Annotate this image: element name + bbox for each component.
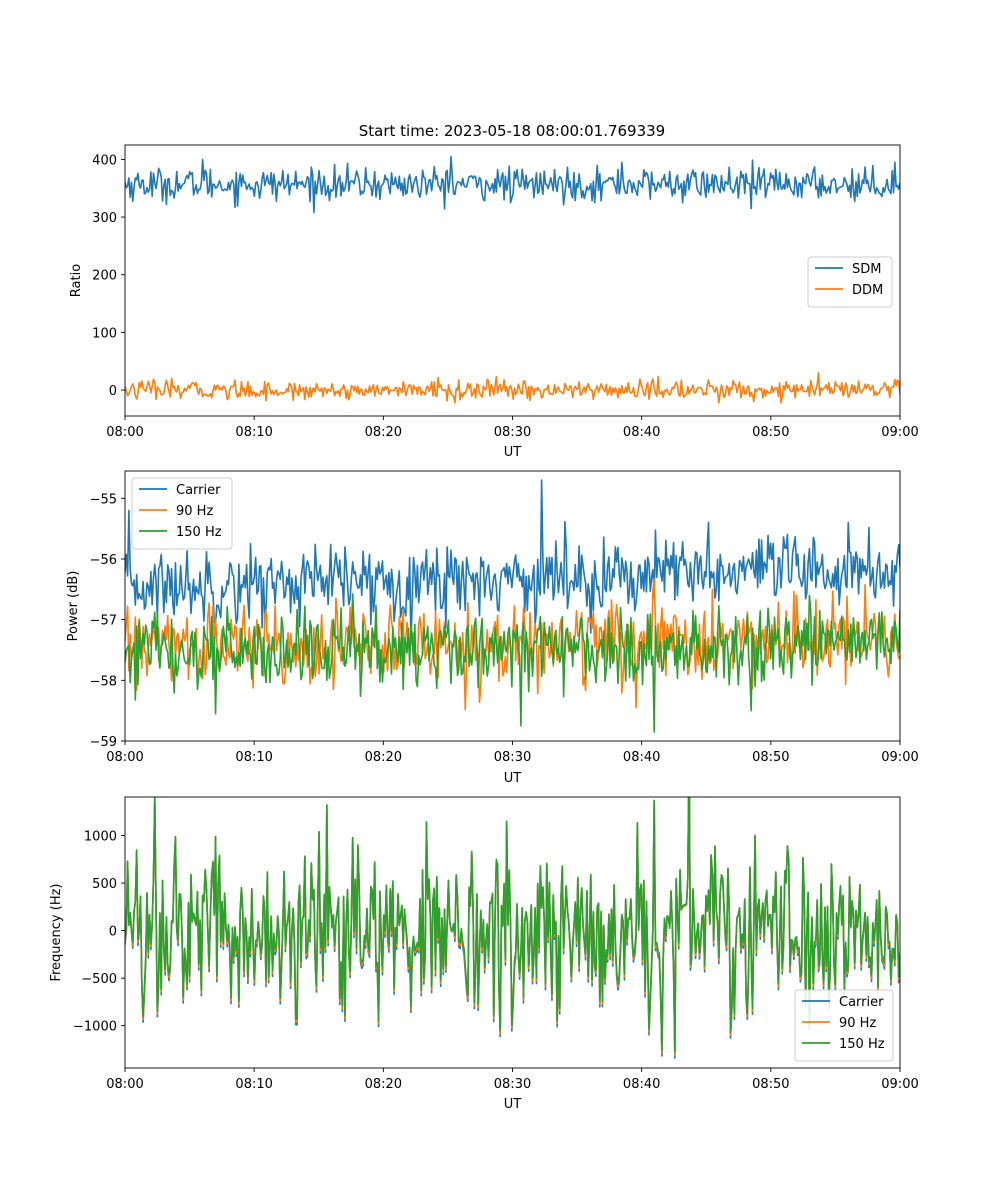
y-tick-label: 0	[109, 384, 117, 399]
x-axis-label: UT	[504, 445, 522, 460]
x-tick-label: 08:20	[365, 425, 402, 440]
x-tick-label: 08:50	[752, 750, 789, 765]
x-tick-label: 08:30	[494, 425, 531, 440]
y-tick-label: 400	[92, 153, 117, 168]
y-axis-label: Ratio	[69, 264, 84, 297]
y-tick-label: 100	[92, 326, 117, 341]
series-line-sdm	[125, 155, 900, 214]
axes-frame	[124, 470, 901, 742]
x-tick-label: 08:40	[623, 750, 660, 765]
frequency-panel: 08:00 08:10 08:20 08:30 08:40 08:50 09:00 −1000…	[49, 796, 919, 1112]
x-tick-label: 08:40	[623, 425, 660, 440]
plot-lines	[125, 479, 900, 733]
y-tick-label: −55	[90, 492, 117, 507]
x-tick-label: 09:00	[881, 750, 918, 765]
series-line-carrier	[125, 479, 900, 646]
legend-label: DDM	[852, 283, 883, 298]
x-tick-label: 08:00	[106, 425, 143, 440]
legend-box	[807, 256, 893, 308]
legend-label: SDM	[852, 262, 881, 277]
y-tick-label: −59	[90, 735, 117, 750]
legend: Carrier 90 Hz 150 Hz	[794, 989, 894, 1062]
y-axis-label: Power (dB)	[66, 571, 81, 642]
x-tick-label: 08:20	[365, 750, 402, 765]
y-tick-label: −58	[90, 674, 117, 689]
x-tick-label: 09:00	[881, 425, 918, 440]
x-tick-label: 08:50	[752, 1077, 789, 1092]
power-panel: 08:00 08:10 08:20 08:30 08:40 08:50 09:00 −59 −5…	[66, 470, 919, 786]
legend: Carrier 90 Hz 150 Hz	[131, 477, 233, 550]
legend-label: 90 Hz	[176, 504, 213, 519]
ratio-panel: 08:00 08:10 08:20 08:30 08:40 08:50 09:00 0 100 2…	[69, 144, 919, 460]
x-axis-label: UT	[504, 1097, 522, 1112]
x-tick-label: 08:10	[235, 750, 272, 765]
y-tick-label: 1000	[84, 830, 117, 845]
x-tick-label: 08:20	[365, 1077, 402, 1092]
legend: SDM DDM	[807, 256, 893, 308]
y-tick-label: −56	[90, 553, 117, 568]
y-tick-label: 300	[92, 211, 117, 226]
y-tick-label: 0	[109, 925, 117, 940]
legend-label: Carrier	[839, 995, 884, 1010]
x-tick-label: 08:50	[752, 425, 789, 440]
y-axis-label: Frequency (Hz)	[49, 883, 64, 981]
series-line-150-hz	[125, 593, 900, 733]
x-tick-label: 08:00	[106, 750, 143, 765]
x-tick-label: 08:40	[623, 1077, 660, 1092]
x-tick-label: 08:10	[235, 425, 272, 440]
legend-label: 90 Hz	[839, 1016, 876, 1031]
series-line-ddm	[125, 371, 900, 404]
y-tick-label: 500	[92, 877, 117, 892]
legend-label: Carrier	[176, 483, 221, 498]
plot-lines	[125, 797, 900, 1059]
y-tick-label: 200	[92, 269, 117, 284]
series-line-150-hz	[125, 797, 900, 1054]
figure-title: Start time: 2023-05-18 08:00:01.769339	[359, 122, 665, 140]
plot-lines	[125, 155, 900, 404]
legend-label: 150 Hz	[176, 525, 222, 540]
y-tick-label: −500	[81, 972, 117, 987]
x-tick-label: 08:00	[106, 1077, 143, 1092]
legend-label: 150 Hz	[839, 1037, 885, 1052]
x-tick-label: 09:00	[881, 1077, 918, 1092]
x-tick-label: 08:10	[235, 1077, 272, 1092]
x-axis-label: UT	[504, 771, 522, 786]
x-tick-label: 08:30	[494, 750, 531, 765]
x-tick-label: 08:30	[494, 1077, 531, 1092]
y-tick-label: −1000	[73, 1020, 117, 1035]
y-tick-label: −57	[90, 614, 117, 629]
